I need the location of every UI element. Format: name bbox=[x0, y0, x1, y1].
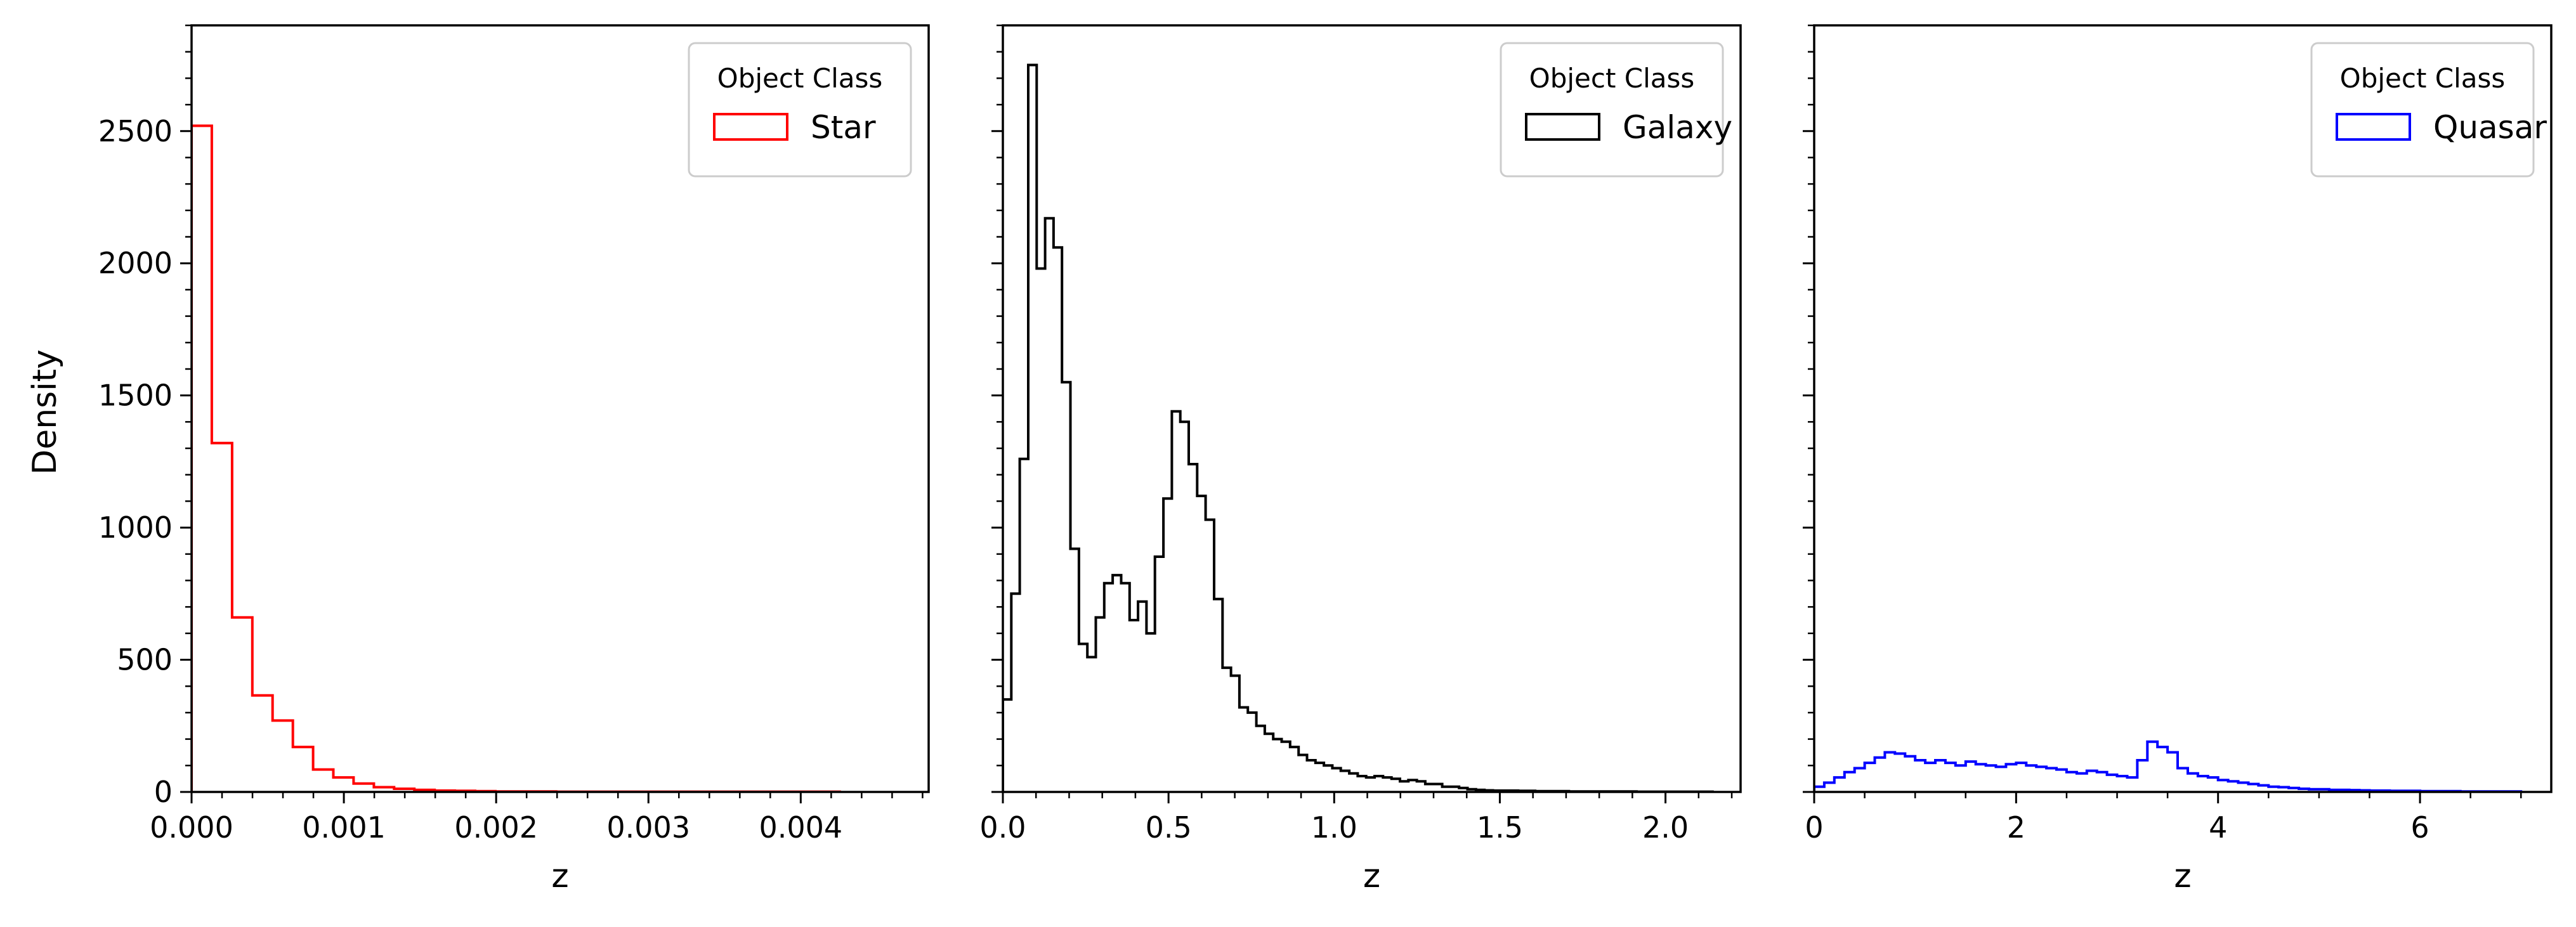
y-tick-label: 1000 bbox=[98, 510, 173, 545]
x-tick-label: 0.000 bbox=[150, 810, 233, 845]
axes-frame bbox=[1813, 24, 2553, 793]
x-axis-label: z bbox=[551, 857, 568, 895]
x-tick-label: 0 bbox=[1805, 810, 1823, 845]
y-tick-label: 1500 bbox=[98, 379, 173, 413]
panel-1: 0 500 1000 1500 2000 2500 0.000 0.001 0.002 0.003… bbox=[98, 24, 930, 895]
legend-title: Object Class bbox=[717, 63, 883, 94]
x-tick-label: 0.003 bbox=[606, 810, 690, 845]
legend-box bbox=[2310, 42, 2535, 178]
x-axis-label: z bbox=[1363, 857, 1380, 895]
legend: Object Class Star bbox=[688, 42, 912, 178]
legend-box bbox=[1500, 42, 1724, 178]
legend-swatch bbox=[2336, 113, 2411, 141]
x-tick-label: 2 bbox=[2007, 810, 2025, 845]
x-axis-label: z bbox=[2174, 857, 2191, 895]
x-tick-label: 4 bbox=[2209, 810, 2227, 845]
legend-title: Object Class bbox=[2340, 63, 2506, 94]
legend-label: Star bbox=[811, 109, 876, 146]
axes-frame bbox=[1002, 24, 1742, 793]
histogram-series-1 bbox=[192, 124, 841, 792]
x-tick-label: 2.0 bbox=[1642, 810, 1689, 845]
legend-label: Quasar bbox=[2433, 109, 2547, 146]
y-axis-label: Density bbox=[26, 349, 64, 475]
x-tick-label: 0.002 bbox=[454, 810, 538, 845]
legend-title: Object Class bbox=[1529, 63, 1695, 94]
x-tick-label: 1.5 bbox=[1477, 810, 1523, 845]
legend-label: Galaxy bbox=[1623, 109, 1732, 146]
panel-3: 0 2 4 6 z Object Class Quasar bbox=[1803, 24, 2553, 895]
y-tick-label: 2500 bbox=[98, 114, 173, 148]
y-tick-label: 500 bbox=[117, 643, 173, 677]
legend-box bbox=[688, 42, 912, 178]
y-tick-label: 2000 bbox=[98, 246, 173, 280]
legend: Object Class Quasar bbox=[2310, 42, 2547, 178]
axes-frame bbox=[190, 24, 930, 793]
histogram-series-3 bbox=[1814, 740, 2523, 792]
x-tick-label: 0.004 bbox=[759, 810, 842, 845]
legend: Object Class Galaxy bbox=[1500, 42, 1732, 178]
legend-swatch bbox=[1525, 113, 1600, 141]
y-tick-label: 0 bbox=[154, 775, 173, 809]
x-tick-label: 0.001 bbox=[302, 810, 386, 845]
x-tick-label: 1.0 bbox=[1311, 810, 1357, 845]
x-tick-label: 6 bbox=[2410, 810, 2429, 845]
x-tick-label: 0.0 bbox=[979, 810, 1026, 845]
x-tick-label: 0.5 bbox=[1146, 810, 1192, 845]
panel-2: 0.0 0.5 1.0 1.5 2.0 z Object Class Galaxy bbox=[979, 24, 1742, 895]
legend-swatch bbox=[713, 113, 788, 141]
